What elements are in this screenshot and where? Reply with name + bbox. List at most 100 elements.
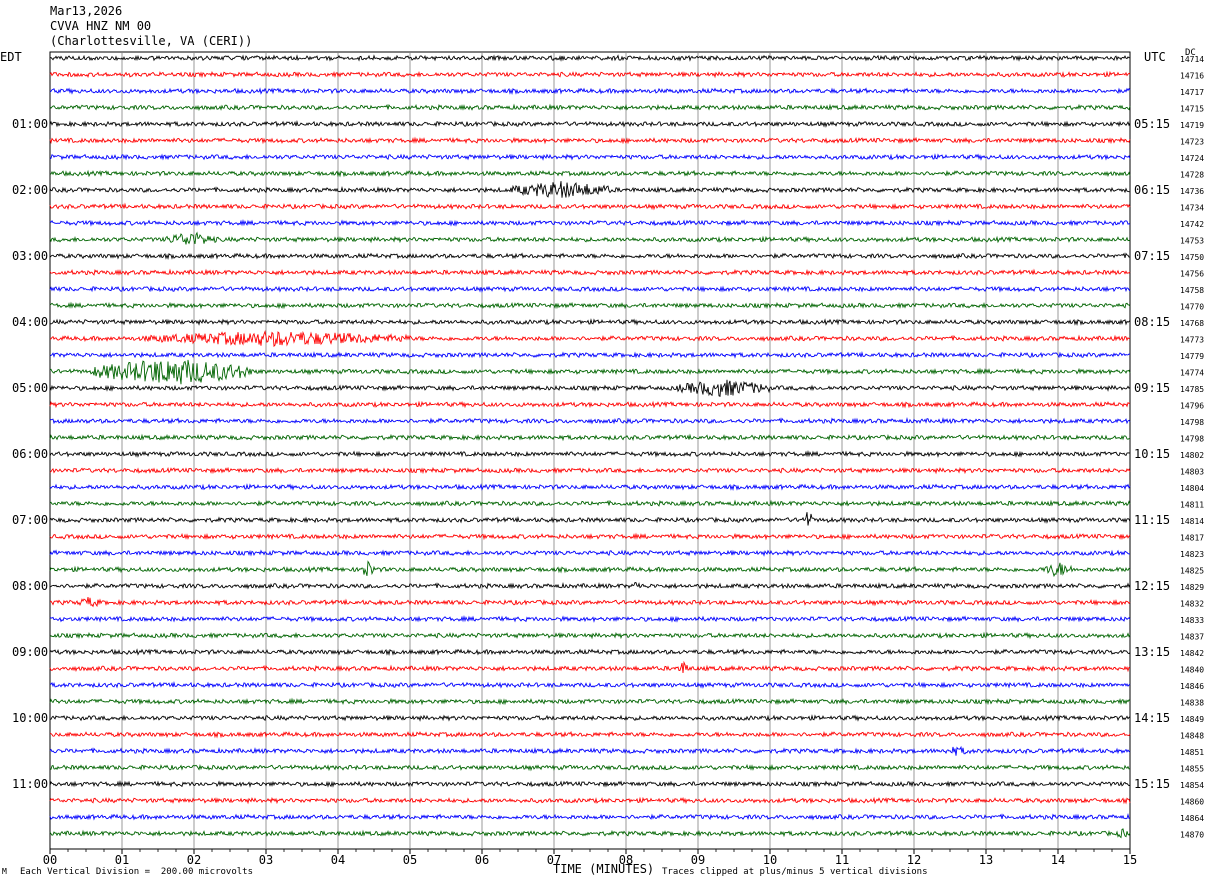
seismic-trace bbox=[49, 268, 1131, 277]
seismic-trace bbox=[49, 745, 1131, 756]
dc-offset-label: 14825 bbox=[1180, 567, 1204, 576]
seismic-trace bbox=[49, 499, 1131, 507]
dc-offset-label: 14758 bbox=[1180, 286, 1204, 295]
left-hour-label: 09:00 bbox=[12, 645, 48, 659]
dc-offset-label: 14855 bbox=[1180, 765, 1204, 774]
dc-offset-label: 14742 bbox=[1180, 220, 1204, 229]
left-hour-label: 05:00 bbox=[12, 381, 48, 395]
x-axis-label: TIME (MINUTES) bbox=[553, 862, 655, 876]
x-tick-label: 08 bbox=[619, 853, 633, 867]
seismic-trace bbox=[49, 763, 1131, 772]
dc-offset-label: 14779 bbox=[1180, 352, 1204, 361]
dc-offset-label: 14734 bbox=[1180, 204, 1204, 213]
seismic-trace bbox=[49, 532, 1131, 541]
dc-offset-label: 14714 bbox=[1180, 55, 1204, 64]
dc-offset-label: 14736 bbox=[1180, 187, 1204, 196]
left-hour-label: 04:00 bbox=[12, 315, 48, 329]
seismic-trace bbox=[49, 219, 1131, 227]
dc-offset-label: 14768 bbox=[1180, 319, 1204, 328]
seismic-trace bbox=[49, 714, 1131, 722]
dc-offset-label: 14829 bbox=[1180, 583, 1204, 592]
seismic-trace bbox=[49, 812, 1131, 821]
dc-offset-label: 14864 bbox=[1180, 814, 1204, 823]
clip-note: Traces clipped at plus/minus 5 vertical … bbox=[662, 867, 928, 877]
seismic-trace bbox=[49, 301, 1131, 310]
dc-offset-label: 14719 bbox=[1180, 121, 1204, 130]
right-hour-label: 13:15 bbox=[1134, 645, 1170, 659]
x-tick-label: 02 bbox=[187, 853, 201, 867]
seismic-trace bbox=[49, 730, 1131, 739]
right-hour-label: 07:15 bbox=[1134, 249, 1170, 263]
right-hour-label: 08:15 bbox=[1134, 315, 1170, 329]
seismic-trace bbox=[49, 87, 1131, 95]
seismic-trace bbox=[49, 318, 1131, 326]
x-tick-label: 01 bbox=[115, 853, 129, 867]
seismic-trace bbox=[49, 359, 1131, 385]
left-timezone-label: EDT bbox=[0, 50, 22, 64]
seismic-trace bbox=[49, 512, 1131, 526]
x-tick-label: 05 bbox=[403, 853, 417, 867]
left-hour-label: 07:00 bbox=[12, 513, 48, 527]
dc-offset-label: 14851 bbox=[1180, 748, 1204, 757]
dc-offset-label: 14773 bbox=[1180, 336, 1204, 345]
seismic-trace bbox=[49, 660, 1131, 673]
seismic-trace bbox=[49, 285, 1131, 293]
dc-offset-label: 14870 bbox=[1180, 831, 1204, 840]
seismic-trace bbox=[49, 252, 1130, 260]
left-hour-label: 01:00 bbox=[12, 117, 48, 131]
dc-offset-label: 14796 bbox=[1180, 402, 1204, 411]
seismic-trace bbox=[49, 549, 1131, 557]
dc-offset-label: 14837 bbox=[1180, 633, 1204, 642]
dc-offset-label: 14814 bbox=[1180, 517, 1204, 526]
dc-offset-label: 14724 bbox=[1180, 154, 1204, 163]
right-hour-label: 15:15 bbox=[1134, 777, 1170, 791]
dc-offset-label: 14756 bbox=[1180, 270, 1204, 279]
left-hour-label: 11:00 bbox=[12, 777, 48, 791]
x-tick-label: 14 bbox=[1051, 853, 1065, 867]
dc-offset-label: 14728 bbox=[1180, 171, 1204, 180]
left-hour-label: 08:00 bbox=[12, 579, 48, 593]
dc-offset-label: 14798 bbox=[1180, 418, 1204, 427]
corner-mark: M bbox=[2, 867, 7, 876]
dc-offset-label: 14848 bbox=[1180, 732, 1204, 741]
dc-offset-label: 14846 bbox=[1180, 682, 1204, 691]
dc-offset-label: 14842 bbox=[1180, 649, 1204, 658]
dc-offset-label: 14750 bbox=[1180, 253, 1204, 262]
dc-offset-label: 14817 bbox=[1180, 534, 1204, 543]
seismic-trace bbox=[49, 379, 1131, 397]
dc-offset-label: 14803 bbox=[1180, 468, 1204, 477]
x-tick-label: 09 bbox=[691, 853, 705, 867]
right-hour-label: 10:15 bbox=[1134, 447, 1170, 461]
dc-offset-label: 14854 bbox=[1180, 781, 1204, 790]
seismic-trace bbox=[49, 828, 1131, 839]
dc-offset-label: 14849 bbox=[1180, 715, 1204, 724]
dc-offset-label: 14802 bbox=[1180, 451, 1204, 460]
scale-note: Each Vertical Division = 200.00 microvol… bbox=[20, 867, 253, 877]
seismic-trace bbox=[49, 560, 1131, 578]
station-location: (Charlottesville, VA (CERI)) bbox=[50, 34, 253, 48]
seismic-trace bbox=[49, 153, 1131, 161]
plot-date: Mar13,2026 bbox=[50, 4, 123, 18]
x-tick-label: 04 bbox=[331, 853, 345, 867]
x-tick-label: 10 bbox=[763, 853, 777, 867]
dc-offset-label: 14832 bbox=[1180, 600, 1204, 609]
plot-frame bbox=[49, 51, 1131, 850]
seismic-trace bbox=[49, 169, 1131, 178]
dc-offset-label: 14804 bbox=[1180, 484, 1204, 493]
left-hour-label: 02:00 bbox=[12, 183, 48, 197]
seismic-trace bbox=[49, 681, 1131, 689]
seismic-trace bbox=[49, 181, 1131, 198]
dc-offset-header: DC bbox=[1185, 48, 1196, 58]
seismic-trace bbox=[49, 483, 1131, 491]
seismic-trace bbox=[49, 351, 1131, 359]
dc-offset-label: 14860 bbox=[1180, 798, 1204, 807]
seismic-trace bbox=[49, 70, 1131, 79]
seismic-trace bbox=[49, 231, 1131, 245]
right-hour-label: 06:15 bbox=[1134, 183, 1170, 197]
right-hour-label: 05:15 bbox=[1134, 117, 1170, 131]
seismic-trace bbox=[49, 648, 1131, 656]
seismic-trace bbox=[49, 202, 1131, 211]
seismic-trace bbox=[49, 329, 1131, 348]
x-tick-label: 00 bbox=[43, 853, 57, 867]
dc-offset-label: 14833 bbox=[1180, 616, 1204, 625]
